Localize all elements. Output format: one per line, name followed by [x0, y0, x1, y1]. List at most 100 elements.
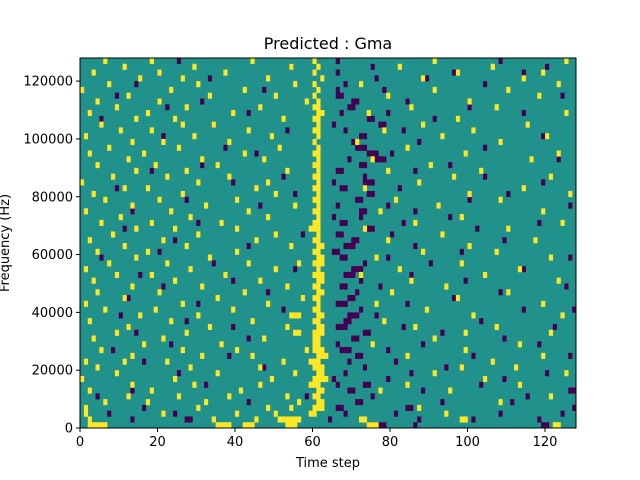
heatmap-cell-low	[401, 127, 406, 134]
heatmap-cell-high	[304, 347, 309, 354]
heatmap-cell-high	[312, 393, 321, 400]
heatmap-cell-low	[393, 358, 399, 365]
heatmap-cell-high	[219, 341, 224, 348]
heatmap-cell-high	[99, 347, 104, 354]
heatmap-cell-high	[258, 104, 263, 111]
heatmap-cell-low	[335, 231, 344, 238]
heatmap-cell-high	[316, 156, 321, 163]
heatmap-cell-high	[165, 260, 170, 267]
heatmap-cell-low	[366, 150, 379, 157]
heatmap-cell-low	[432, 115, 437, 122]
heatmap-cell-high	[87, 237, 92, 244]
heatmap-cell-high	[83, 410, 89, 417]
heatmap-cell-high	[134, 254, 139, 261]
heatmap-cell-low	[479, 381, 484, 388]
heatmap-cell-high	[87, 150, 92, 157]
heatmap-cell-high	[103, 399, 108, 406]
heatmap-cell-low	[347, 104, 356, 111]
heatmap-cell-high	[219, 219, 224, 226]
heatmap-cell-low	[343, 81, 348, 88]
heatmap-cell-high	[316, 266, 321, 273]
heatmap-cell-high	[180, 75, 185, 82]
heatmap-cell-high	[405, 381, 410, 388]
heatmap-cell-high	[359, 81, 364, 88]
heatmap-cell-high	[490, 358, 495, 365]
plot-frame	[79, 57, 577, 429]
heatmap-cell-low	[386, 347, 391, 354]
heatmap-cell-low	[359, 208, 368, 215]
heatmap-cell-high	[312, 185, 321, 192]
heatmap-cell-high	[506, 289, 511, 296]
heatmap-cell-low	[262, 86, 267, 93]
heatmap-cell-high	[103, 58, 108, 65]
heatmap-cell-high	[312, 347, 325, 354]
heatmap-cell-low	[331, 248, 340, 255]
heatmap-cell-low	[196, 300, 201, 307]
heatmap-cell-low	[134, 81, 139, 88]
heatmap-cell-high	[107, 260, 112, 267]
heatmap-cell-low	[483, 81, 488, 88]
heatmap-cell-high	[409, 104, 414, 111]
heatmap-cell-low	[560, 92, 565, 99]
heatmap-cell-high	[312, 375, 329, 383]
heatmap-cell-low	[545, 63, 550, 70]
heatmap-cell-low	[374, 312, 379, 319]
heatmap-cell-low	[169, 341, 174, 348]
heatmap-cell-low	[347, 387, 356, 394]
heatmap-cell-high	[304, 98, 309, 105]
heatmap-cell-high	[188, 214, 193, 221]
heatmap-cell-high	[300, 295, 306, 302]
heatmap-cell-low	[417, 138, 422, 146]
heatmap-cell-low	[537, 341, 542, 348]
heatmap-cell-high	[541, 69, 546, 76]
heatmap-cell-high	[161, 410, 166, 417]
heatmap-cell-high	[498, 196, 503, 203]
heatmap-cell-low	[200, 162, 205, 169]
heatmap-cell-high	[184, 104, 189, 111]
heatmap-cell-high	[506, 86, 511, 93]
heatmap-cell-high	[390, 289, 395, 296]
heatmap-cell-low	[339, 110, 344, 117]
heatmap-cell-high	[541, 300, 546, 307]
heatmap-cell-low	[118, 312, 123, 319]
heatmap-cell-low	[335, 202, 340, 209]
heatmap-cell-high	[103, 196, 108, 203]
heatmap-cell-high	[227, 173, 232, 180]
heatmap-cell-high	[386, 237, 391, 244]
heatmap-cell-high	[145, 110, 151, 117]
heatmap-cell-high	[397, 266, 402, 273]
heatmap-cell-low	[467, 104, 472, 111]
heatmap-cell-high	[161, 335, 166, 342]
heatmap-cell-low	[537, 219, 542, 226]
heatmap-cell-high	[459, 416, 468, 423]
heatmap-cell-low	[161, 283, 166, 290]
heatmap-cell-high	[362, 185, 368, 192]
heatmap-cell-high	[320, 75, 325, 82]
heatmap-cell-low	[343, 243, 356, 250]
heatmap-cell-high	[134, 225, 139, 232]
heatmap-cell-low	[331, 179, 337, 186]
heatmap-cell-high	[316, 243, 325, 250]
heatmap-cell-high	[91, 190, 96, 198]
heatmap-cell-high	[494, 104, 499, 111]
heatmap-cell-low	[378, 283, 383, 290]
heatmap-cell-high	[149, 127, 154, 134]
heatmap-cell-high	[231, 306, 236, 313]
heatmap-cell-low	[572, 404, 577, 411]
heatmap-cell-low	[359, 277, 364, 284]
heatmap-cell-low	[390, 150, 395, 157]
heatmap-cell-low	[107, 410, 112, 417]
heatmap-cell-low	[343, 410, 348, 417]
heatmap-cell-high	[432, 86, 437, 93]
heatmap-cell-low	[246, 335, 251, 342]
heatmap-cell-low	[351, 266, 364, 273]
heatmap-cell-low	[200, 98, 205, 105]
heatmap-cell-high	[421, 75, 426, 82]
heatmap-cell-high	[207, 323, 213, 331]
heatmap-cell-high	[440, 231, 445, 238]
heatmap-cell-high	[308, 381, 321, 388]
heatmap-cell-high	[521, 185, 526, 192]
heatmap-cell-high	[556, 277, 561, 284]
heatmap-cell-high	[413, 323, 418, 331]
